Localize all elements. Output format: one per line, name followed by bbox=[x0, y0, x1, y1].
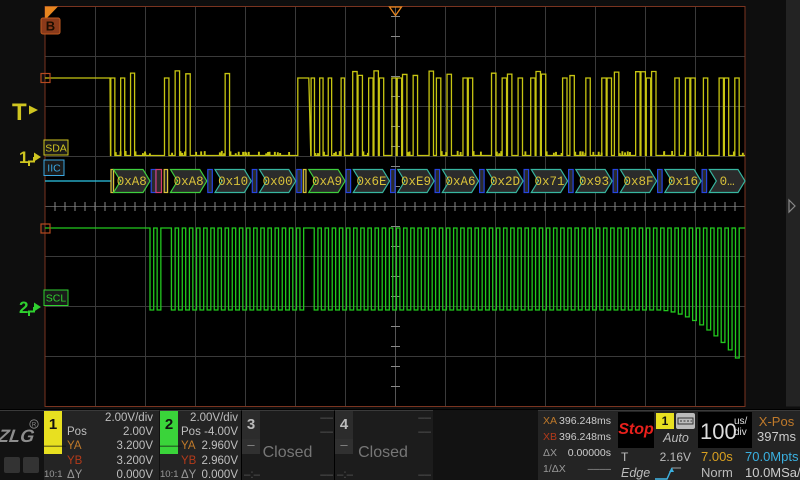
svg-text:ZLG: ZLG bbox=[0, 426, 36, 446]
svg-text:0xE9: 0xE9 bbox=[401, 175, 431, 189]
svg-text:SCL: SCL bbox=[46, 293, 67, 305]
svg-text:B: B bbox=[46, 18, 55, 33]
svg-text:0x00: 0x00 bbox=[263, 175, 293, 189]
svg-text:0xA8: 0xA8 bbox=[174, 175, 204, 189]
svg-text:0x93: 0x93 bbox=[579, 175, 609, 189]
svg-text:0xA9: 0xA9 bbox=[312, 175, 342, 189]
svg-text:IIC: IIC bbox=[47, 163, 61, 175]
svg-text:SDA: SDA bbox=[45, 142, 67, 154]
svg-text:0x2D: 0x2D bbox=[490, 175, 520, 189]
svg-text:0x16: 0x16 bbox=[668, 175, 698, 189]
svg-text:1: 1 bbox=[19, 148, 28, 167]
svg-text:2: 2 bbox=[19, 298, 28, 317]
svg-text:0x8F: 0x8F bbox=[623, 175, 653, 189]
svg-text:0xA8: 0xA8 bbox=[117, 175, 147, 189]
svg-text:0xA6: 0xA6 bbox=[445, 175, 475, 189]
svg-text:T: T bbox=[12, 99, 27, 126]
svg-text:0x10: 0x10 bbox=[218, 175, 248, 189]
svg-text:R: R bbox=[32, 423, 37, 429]
svg-text:0…: 0… bbox=[720, 175, 735, 189]
svg-text:0x6E: 0x6E bbox=[356, 175, 386, 189]
svg-text:0x71: 0x71 bbox=[534, 175, 564, 189]
